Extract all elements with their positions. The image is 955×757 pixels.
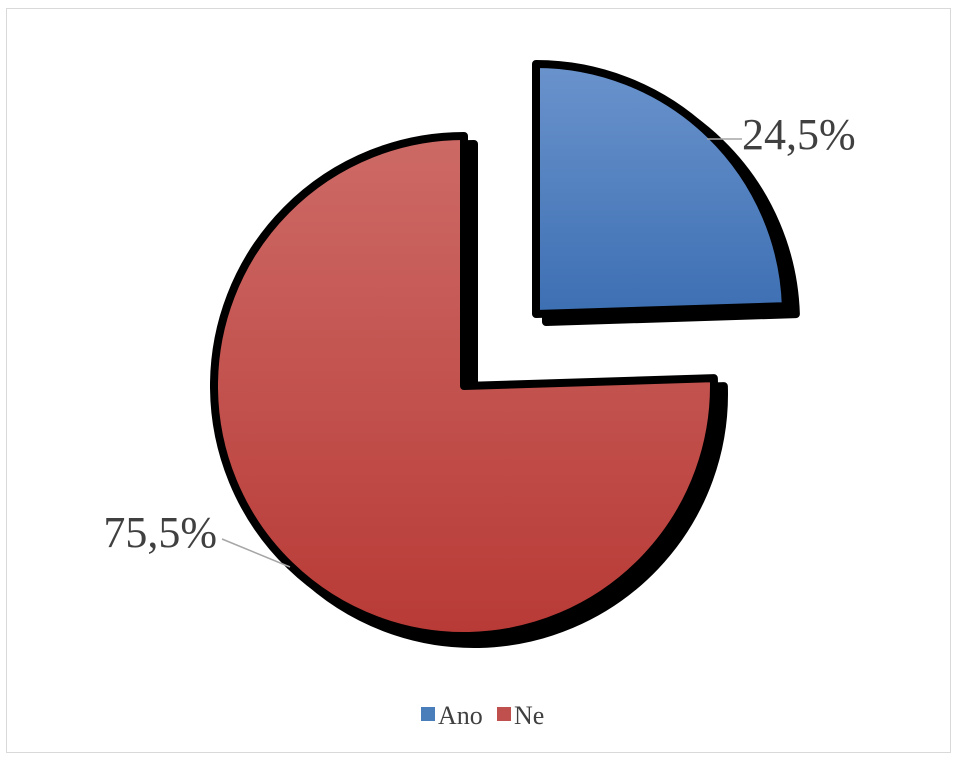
chart-frame: 24,5% 75,5% Ano Ne bbox=[6, 8, 951, 753]
leader-line-ne bbox=[221, 538, 291, 568]
pie-slice-ano bbox=[532, 60, 790, 318]
data-label-ano: 24,5% bbox=[742, 110, 856, 159]
pie-slice-ne bbox=[210, 132, 718, 640]
data-label-ne: 75,5% bbox=[103, 508, 217, 557]
pie-chart: 24,5% 75,5% Ano Ne bbox=[103, 60, 856, 730]
legend-label-ne: Ne bbox=[514, 701, 544, 730]
legend-swatch-ano bbox=[421, 707, 435, 721]
legend: Ano Ne bbox=[421, 701, 544, 730]
legend-label-ano: Ano bbox=[438, 701, 483, 730]
legend-swatch-ne bbox=[497, 707, 511, 721]
